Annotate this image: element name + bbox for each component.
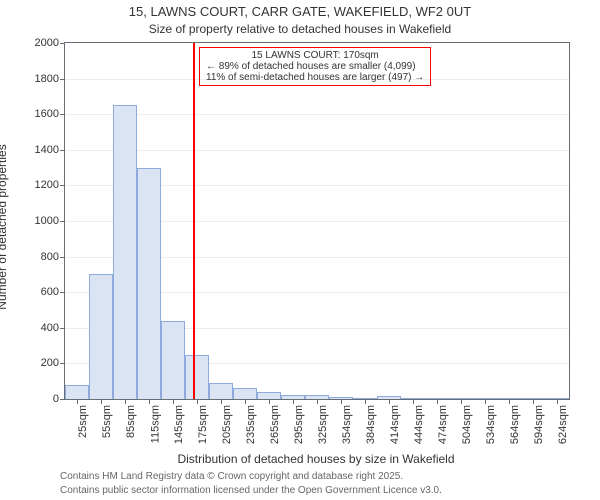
y-tick-label: 1400 bbox=[35, 144, 65, 156]
y-tick-label: 1000 bbox=[35, 215, 65, 227]
y-tick-label: 200 bbox=[41, 357, 65, 369]
x-tick-label: 444sqm bbox=[413, 405, 425, 444]
y-tick-label: 2000 bbox=[35, 37, 65, 49]
x-tick-label: 474sqm bbox=[437, 405, 449, 444]
plot-area: 020040060080010001200140016001800200025s… bbox=[64, 42, 570, 400]
histogram-bar bbox=[233, 388, 257, 399]
y-tick-label: 400 bbox=[41, 322, 65, 334]
histogram-bar bbox=[65, 385, 89, 399]
x-tick-label: 205sqm bbox=[221, 405, 233, 444]
reference-line bbox=[193, 43, 195, 399]
x-tick-label: 85sqm bbox=[125, 405, 137, 438]
annotation-line: 11% of semi-detached houses are larger (… bbox=[206, 72, 424, 83]
histogram-bar bbox=[185, 355, 209, 400]
histogram-bar bbox=[161, 321, 185, 399]
gridline bbox=[65, 114, 569, 115]
x-tick-label: 354sqm bbox=[341, 405, 353, 444]
x-tick-label: 235sqm bbox=[245, 405, 257, 444]
histogram-bar bbox=[89, 274, 113, 399]
x-tick-label: 534sqm bbox=[485, 405, 497, 444]
x-tick-label: 115sqm bbox=[149, 405, 161, 443]
chart-title-line2: Size of property relative to detached ho… bbox=[0, 22, 600, 36]
x-tick-label: 175sqm bbox=[197, 405, 209, 444]
y-tick-label: 800 bbox=[41, 251, 65, 263]
y-tick-label: 0 bbox=[53, 393, 65, 405]
annotation-line: 15 LAWNS COURT: 170sqm bbox=[206, 50, 424, 61]
x-tick-label: 265sqm bbox=[269, 405, 281, 444]
x-tick-label: 564sqm bbox=[509, 405, 521, 444]
chart-title-line1: 15, LAWNS COURT, CARR GATE, WAKEFIELD, W… bbox=[0, 4, 600, 19]
footer-line1: Contains HM Land Registry data © Crown c… bbox=[60, 471, 403, 482]
x-tick-label: 594sqm bbox=[533, 405, 545, 444]
histogram-bar bbox=[137, 168, 161, 399]
y-tick-label: 600 bbox=[41, 286, 65, 298]
footer-line2: Contains public sector information licen… bbox=[60, 485, 442, 496]
histogram-bar bbox=[257, 392, 281, 399]
x-tick-label: 295sqm bbox=[293, 405, 305, 444]
x-tick-label: 145sqm bbox=[173, 405, 185, 444]
y-tick-label: 1600 bbox=[35, 108, 65, 120]
y-tick-label: 1800 bbox=[35, 73, 65, 85]
x-tick-label: 325sqm bbox=[317, 405, 329, 444]
x-tick-label: 55sqm bbox=[101, 405, 113, 438]
histogram-bar bbox=[209, 383, 233, 399]
x-tick-label: 414sqm bbox=[389, 405, 401, 444]
x-tick-label: 25sqm bbox=[77, 405, 89, 438]
x-tick-label: 384sqm bbox=[365, 405, 377, 444]
annotation-line: ← 89% of detached houses are smaller (4,… bbox=[206, 61, 424, 72]
annotation-box: 15 LAWNS COURT: 170sqm← 89% of detached … bbox=[199, 47, 431, 86]
x-tick-label: 504sqm bbox=[461, 405, 473, 444]
y-tick-label: 1200 bbox=[35, 179, 65, 191]
x-tick-label: 624sqm bbox=[557, 405, 569, 444]
x-axis-label: Distribution of detached houses by size … bbox=[64, 452, 568, 466]
gridline bbox=[65, 150, 569, 151]
histogram-bar bbox=[113, 105, 137, 399]
